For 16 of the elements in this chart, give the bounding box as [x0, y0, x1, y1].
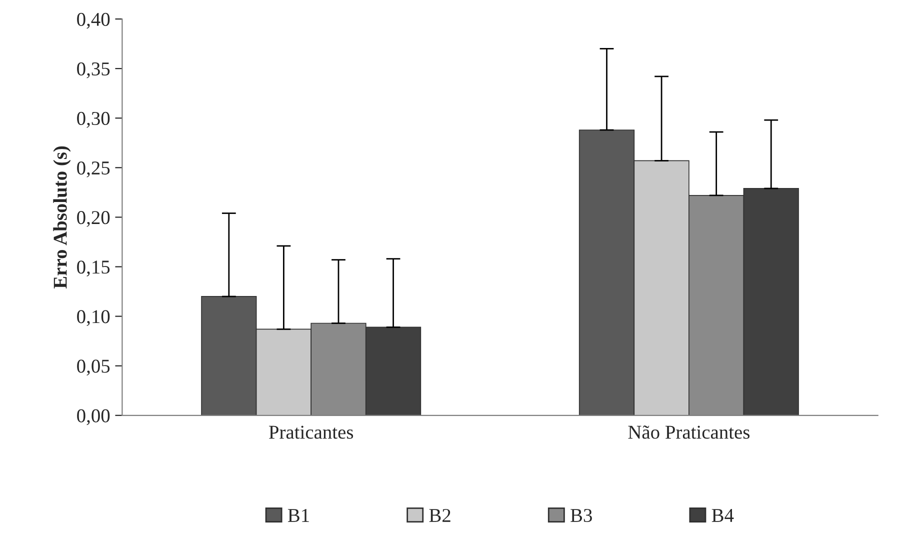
legend-label: B2 — [429, 508, 450, 522]
y-tick-label: 0,40 — [77, 12, 110, 29]
y-tick-label: 0,35 — [77, 62, 110, 78]
y-tick-label: 0,20 — [77, 211, 110, 227]
y-tick-label: 0,10 — [77, 310, 110, 326]
y-tick-label: 0,05 — [77, 360, 110, 376]
legend-label: B4 — [712, 509, 734, 522]
y-tick-label: 0,00 — [77, 409, 110, 426]
x-tick-label: Praticantes — [269, 426, 354, 439]
y-axis-title: Erro Absoluto (s) — [53, 146, 71, 289]
legend-label: B3 — [570, 508, 592, 522]
y-tick-label: 0,25 — [77, 161, 110, 178]
y-tick-label: 0,15 — [77, 260, 110, 276]
x-tick-label: Não Praticantes — [628, 426, 750, 439]
legend-label: B1 — [288, 508, 309, 522]
y-tick-label: 0,30 — [77, 112, 110, 128]
